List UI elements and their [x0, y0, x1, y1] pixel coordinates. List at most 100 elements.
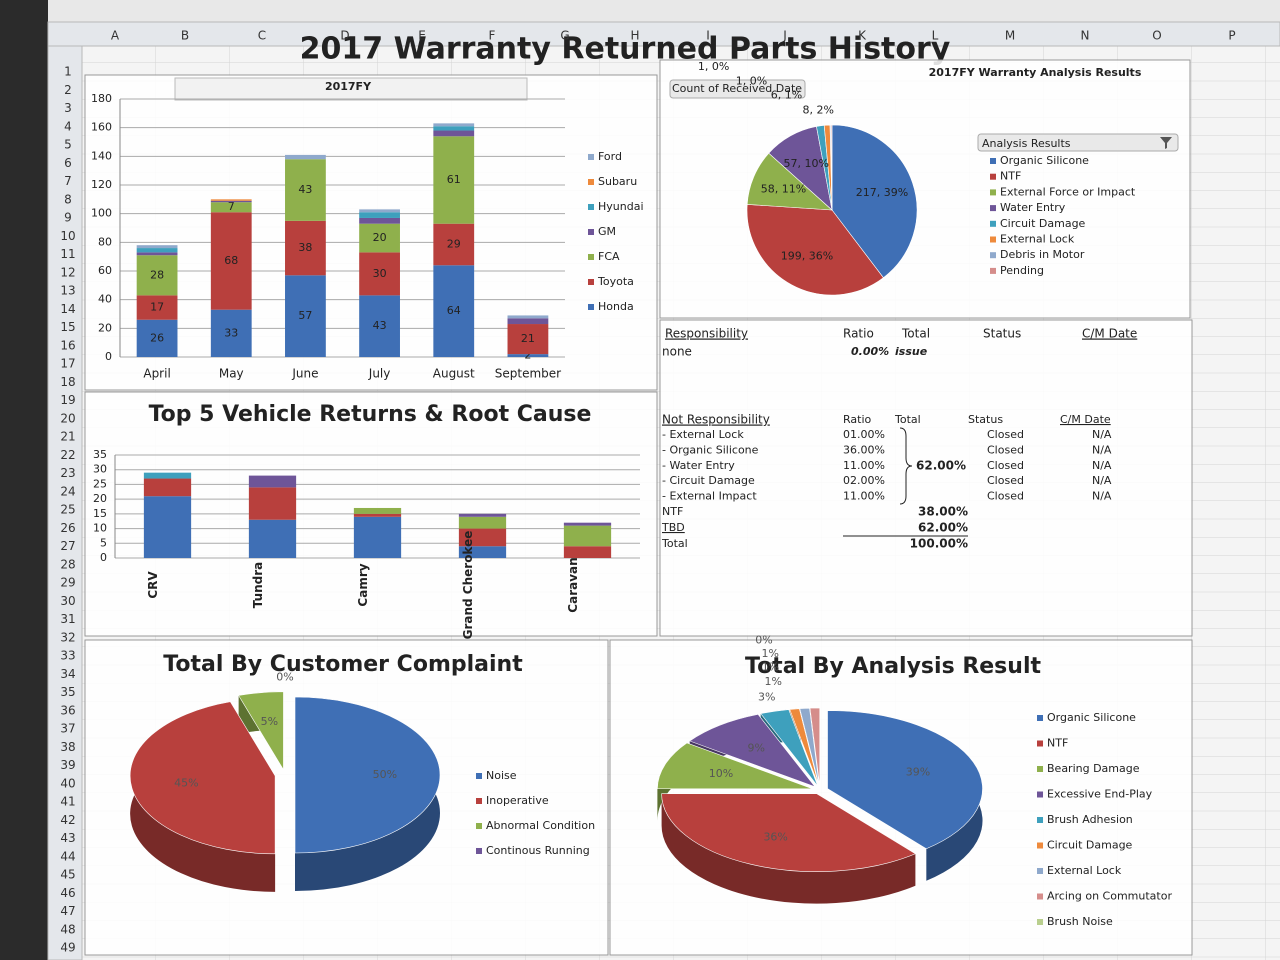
legend-label: Abnormal Condition — [486, 819, 595, 832]
table-cell: Closed — [987, 428, 1024, 441]
table-header: C/M Date — [1060, 413, 1111, 426]
bar-segment — [248, 519, 297, 558]
row-header: 48 — [60, 922, 75, 936]
chart-title: Total By Customer Complaint — [163, 652, 523, 677]
row-header: 5 — [64, 138, 72, 152]
row-header: 41 — [60, 795, 75, 809]
column-header: F — [489, 29, 496, 43]
legend-label: Ford — [598, 150, 622, 163]
y-tick-label: 180 — [91, 92, 112, 105]
row-header: 32 — [60, 630, 75, 644]
pie-slice — [294, 696, 441, 854]
row-header: 4 — [64, 119, 72, 133]
y-tick-label: 140 — [91, 149, 112, 162]
bar-segment — [359, 295, 400, 357]
data-label: 39% — [906, 765, 930, 778]
x-tick-label: CRV — [146, 571, 160, 599]
row-header: 1 — [64, 65, 72, 79]
pie-slice — [789, 708, 820, 787]
row-header: 7 — [64, 174, 72, 188]
legend-swatch — [1037, 791, 1043, 798]
bar-segment — [210, 200, 252, 203]
table-cell: none — [662, 345, 692, 359]
field-button[interactable] — [669, 79, 806, 99]
data-label: 28 — [150, 268, 164, 281]
legend-label: Inoperative — [486, 794, 549, 807]
bar-segment — [458, 528, 507, 547]
bar-segment — [507, 315, 549, 319]
row-header: 28 — [60, 557, 75, 571]
table-cell: N/A — [1092, 474, 1112, 487]
bar-segment — [433, 265, 475, 357]
bar-segment — [359, 223, 400, 253]
column-header: B — [181, 29, 189, 43]
summary-label: TBD — [661, 521, 685, 534]
row-header: 39 — [60, 758, 75, 772]
chart-subtitle: 2017FY — [325, 80, 372, 93]
bar-segment — [433, 223, 475, 266]
row-header: 3 — [64, 101, 72, 115]
data-label: 30 — [373, 267, 387, 280]
panel — [659, 319, 1193, 637]
data-label: 1% — [765, 675, 782, 688]
legend-swatch — [1037, 868, 1043, 874]
legend-label: External Force or Impact — [1000, 185, 1136, 198]
row-header: 43 — [60, 831, 75, 845]
pie-slice — [129, 701, 276, 855]
legend-swatch — [588, 229, 594, 235]
row-header: 12 — [60, 265, 75, 279]
row-header: 27 — [60, 539, 75, 553]
row-header: 45 — [60, 868, 75, 882]
legend-label: External Lock — [1047, 864, 1122, 877]
column-header: C — [258, 29, 266, 43]
subtitle-box — [174, 77, 528, 101]
legend-swatch — [990, 267, 996, 274]
bar-segment — [353, 507, 402, 514]
data-label: 64 — [447, 304, 461, 317]
data-label: 36% — [763, 830, 787, 843]
data-label: 57 — [298, 309, 312, 322]
row-header: 42 — [60, 813, 75, 827]
row-header: 8 — [64, 192, 72, 206]
legend-swatch — [1037, 715, 1043, 721]
bar-segment — [136, 255, 178, 296]
legend-label: Honda — [598, 300, 634, 313]
x-tick-label: Caravan — [566, 557, 580, 612]
brace — [899, 427, 913, 505]
legend-label: Circuit Damage — [1047, 839, 1133, 852]
legend-filter[interactable] — [977, 133, 1179, 152]
data-label: 43 — [373, 319, 387, 332]
bar-segment — [136, 295, 178, 320]
group-total: 62.00% — [916, 459, 966, 473]
data-label: 199, 36% — [781, 249, 833, 262]
bar-segment — [563, 546, 612, 558]
table-cell: 11.00% — [843, 459, 885, 472]
bar-segment — [248, 487, 297, 520]
bar-segment — [143, 478, 192, 497]
data-label: 1, 0% — [736, 74, 767, 87]
table-cell: 36.00% — [843, 443, 885, 456]
bar-segment — [210, 212, 252, 310]
legend-label: Toyota — [597, 275, 634, 288]
y-tick-label: 15 — [93, 507, 107, 520]
table-cell: N/A — [1092, 428, 1112, 441]
pie-slice — [689, 713, 816, 788]
legend-label: Continous Running — [486, 844, 590, 857]
data-label: 7 — [228, 200, 235, 213]
row-header: 49 — [60, 941, 75, 955]
row-header: 22 — [60, 448, 75, 462]
table-cell: - External Impact — [662, 490, 757, 503]
filter-icon[interactable] — [1160, 137, 1172, 149]
row-header: 26 — [60, 521, 75, 535]
data-label: 10% — [709, 767, 733, 780]
field-button-label[interactable]: Count of Received Date — [672, 82, 802, 95]
legend-swatch — [990, 158, 996, 164]
data-label: 8, 2% — [802, 104, 833, 117]
column-header: I — [706, 29, 710, 43]
pie-slice — [799, 707, 820, 787]
x-tick-label: May — [219, 367, 244, 381]
legend-label: GM — [598, 225, 616, 238]
y-tick-label: 80 — [98, 235, 112, 248]
bar-segment — [285, 159, 326, 221]
table-header: Ratio — [843, 413, 872, 426]
